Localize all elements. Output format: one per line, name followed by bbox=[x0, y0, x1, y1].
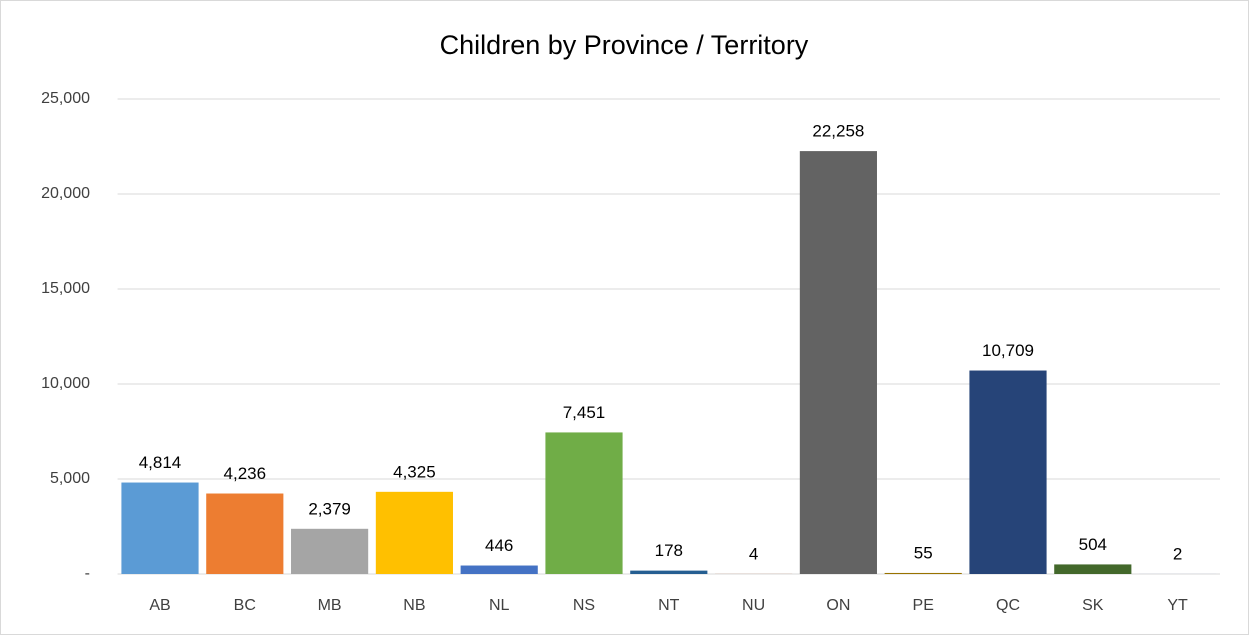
x-tick-label: MB bbox=[318, 597, 342, 614]
bar bbox=[969, 370, 1047, 574]
x-tick-label: SK bbox=[1082, 597, 1104, 614]
y-tick-label: 5,000 bbox=[50, 470, 90, 487]
x-tick-label: NS bbox=[573, 597, 595, 614]
x-tick-label: NT bbox=[658, 597, 680, 614]
bar bbox=[630, 570, 708, 574]
bar bbox=[460, 565, 538, 574]
y-tick-label: 10,000 bbox=[41, 375, 90, 392]
x-tick-label: YT bbox=[1167, 597, 1188, 614]
y-tick-label: 15,000 bbox=[41, 280, 90, 297]
x-tick-label: NU bbox=[742, 597, 765, 614]
data-label: 446 bbox=[485, 536, 513, 555]
data-label: 7,451 bbox=[563, 403, 606, 422]
bar bbox=[545, 432, 623, 574]
bar bbox=[375, 491, 453, 574]
x-tick-label: NB bbox=[403, 597, 425, 614]
data-label: 4 bbox=[749, 544, 758, 563]
x-tick-label: ON bbox=[826, 597, 850, 614]
data-label: 4,325 bbox=[393, 462, 436, 481]
y-tick-label: 20,000 bbox=[41, 185, 90, 202]
data-label: 4,236 bbox=[224, 464, 267, 483]
bar bbox=[799, 151, 877, 574]
y-tick-label: 25,000 bbox=[41, 90, 90, 107]
data-label: 2 bbox=[1173, 544, 1182, 563]
bar bbox=[884, 572, 962, 574]
data-label: 178 bbox=[655, 541, 683, 560]
data-label: 10,709 bbox=[982, 341, 1034, 360]
data-label: 2,379 bbox=[308, 499, 351, 518]
x-tick-label: NL bbox=[489, 597, 510, 614]
bar bbox=[206, 493, 284, 574]
x-tick-label: BC bbox=[234, 597, 256, 614]
bar bbox=[121, 482, 199, 574]
bar bbox=[1054, 564, 1132, 574]
y-tick-label: - bbox=[85, 565, 90, 582]
x-tick-label: QC bbox=[996, 597, 1020, 614]
data-label: 55 bbox=[914, 543, 933, 562]
data-label: 504 bbox=[1079, 535, 1107, 554]
x-tick-label: AB bbox=[149, 597, 170, 614]
x-tick-label: PE bbox=[913, 597, 934, 614]
bar bbox=[291, 528, 369, 574]
data-label: 22,258 bbox=[812, 122, 864, 141]
chart-title: Children by Province / Territory bbox=[440, 30, 809, 60]
data-label: 4,814 bbox=[139, 453, 182, 472]
